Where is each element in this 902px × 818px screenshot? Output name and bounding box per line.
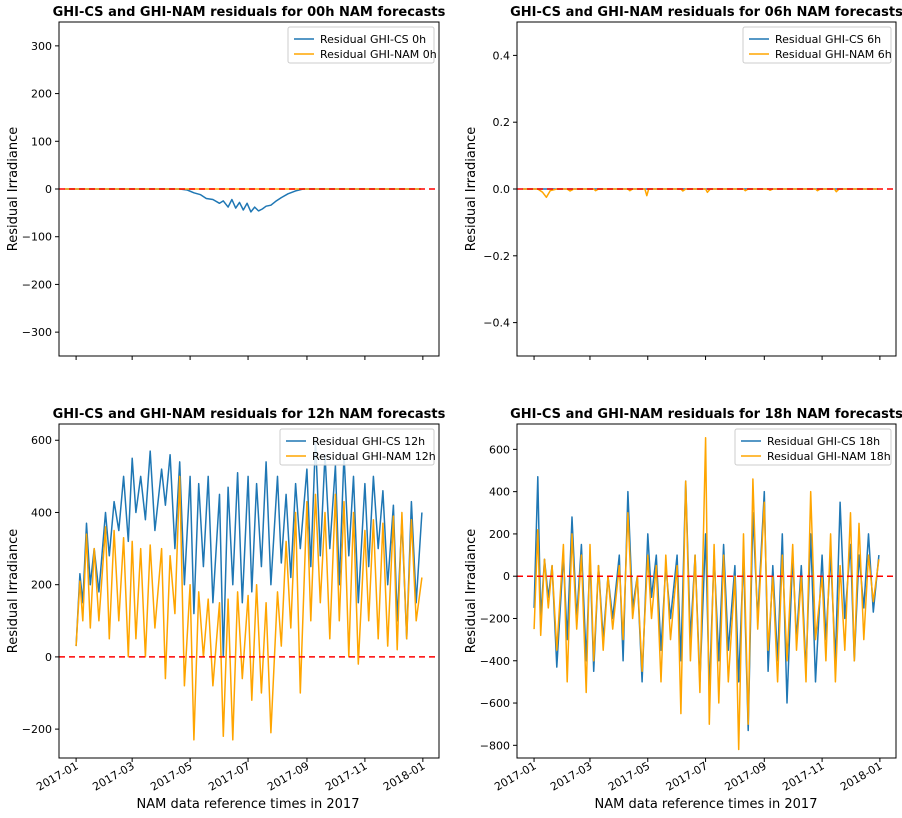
y-tick-label: 400 [489,486,510,499]
x-tick-label: 2017-05 [606,759,652,793]
y-tick-label: 600 [31,434,52,447]
x-tick-label: 2017-07 [664,759,710,793]
legend-box [742,26,892,64]
legend-label: Residual GHI-NAM 6h [775,48,892,61]
x-tick-label: 2017-09 [265,759,311,793]
x-tick-label: 2017-11 [780,759,826,793]
y-tick-label: −100 [22,231,52,244]
y-tick-label: 200 [489,528,510,541]
y-axis-label: Residual Irradiance [464,127,479,252]
y-tick-label: −800 [480,739,510,752]
panel-00h: GHI-CS and GHI-NAM residuals for 00h NAM… [6,5,446,360]
panel-12h: GHI-CS and GHI-NAM residuals for 12h NAM… [6,407,446,794]
y-tick-label: −0.2 [483,250,510,263]
chart-title: GHI-CS and GHI-NAM residuals for 18h NAM… [510,407,902,422]
y-tick-label: −400 [480,655,510,668]
chart-title: GHI-CS and GHI-NAM residuals for 00h NAM… [53,5,446,20]
legend-label: Residual GHI-CS 18h [767,435,880,448]
series-group [517,188,896,199]
y-tick-label: 300 [31,40,52,53]
y-tick-label: 400 [31,506,52,519]
chart-title: GHI-CS and GHI-NAM residuals for 12h NAM… [53,407,446,422]
y-tick-label: 600 [489,443,510,456]
series-group [59,188,439,213]
y-tick-label: 0.2 [493,116,511,129]
legend-label: Residual GHI-NAM 18h [767,450,891,463]
axes-frame [58,423,440,759]
series-group [59,439,439,741]
series-line-cs [64,188,421,213]
series-line-nam [75,475,423,741]
legend-label: Residual GHI-CS 0h [320,33,426,46]
legend-box [734,428,892,466]
x-tick-label: 2017-01 [492,759,538,793]
x-tick-label: 2018-01 [838,759,884,793]
x-tick-label: 2017-07 [206,759,252,793]
y-axis-label: Residual Irradiance [6,529,21,654]
y-tick-label: 200 [31,579,52,592]
series-group [517,436,896,751]
x-tick-label: 2017-11 [323,759,369,793]
x-tick-label: 2018-01 [381,759,427,793]
y-tick-label: 200 [31,88,52,101]
x-axis-label-right: NAM data reference times in 2017 [595,797,818,812]
y-axis-label: Residual Irradiance [6,127,21,252]
x-tick-label: 2017-05 [148,759,194,793]
series-line-cs [75,439,423,658]
y-tick-label: −200 [22,278,52,291]
legend-box [287,26,435,64]
x-tick-label: 2017-03 [90,759,136,793]
y-tick-label: 0.4 [493,49,511,62]
y-tick-label: 0.0 [493,183,511,196]
axes-frame [58,21,440,357]
panel-06h: GHI-CS and GHI-NAM residuals for 06h NAM… [464,5,902,360]
legend-label: Residual GHI-NAM 12h [312,450,436,463]
y-tick-label: 0 [45,651,52,664]
axes-frame [516,21,897,357]
x-tick-label: 2017-01 [34,759,80,793]
legend-label: Residual GHI-NAM 0h [320,48,437,61]
y-tick-label: −300 [22,326,52,339]
y-tick-label: 100 [31,135,52,148]
series-line-nam [533,436,880,751]
y-axis-label: Residual Irradiance [464,529,479,654]
legend-label: Residual GHI-CS 12h [312,435,425,448]
x-axis-label-left: NAM data reference times in 2017 [137,797,360,812]
legend-box [279,428,435,466]
panel-18h: GHI-CS and GHI-NAM residuals for 18h NAM… [464,407,902,794]
chart-title: GHI-CS and GHI-NAM residuals for 06h NAM… [510,5,902,20]
y-tick-label: −200 [22,723,52,736]
y-tick-label: −200 [480,612,510,625]
y-tick-label: 0 [45,183,52,196]
axes-frame [516,423,897,759]
series-line-nam [522,188,878,199]
x-tick-label: 2017-09 [722,759,768,793]
x-tick-label: 2017-03 [548,759,594,793]
legend-label: Residual GHI-CS 6h [775,33,881,46]
y-tick-label: 0 [503,570,510,583]
y-tick-label: −600 [480,697,510,710]
y-tick-label: −0.4 [483,317,510,330]
